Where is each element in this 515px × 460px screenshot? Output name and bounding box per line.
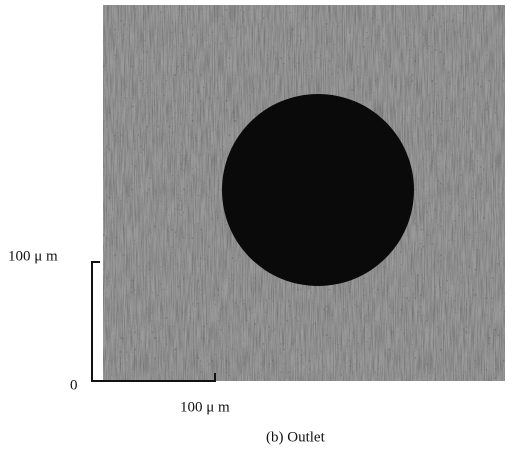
- hole: [222, 94, 414, 286]
- caption: (b) Outlet: [266, 429, 326, 445]
- scale-origin: 0: [70, 377, 78, 393]
- scale-y-label: 100 μ m: [8, 248, 58, 264]
- scale-x-label: 100 μ m: [180, 399, 230, 415]
- scale-bar: [91, 261, 216, 382]
